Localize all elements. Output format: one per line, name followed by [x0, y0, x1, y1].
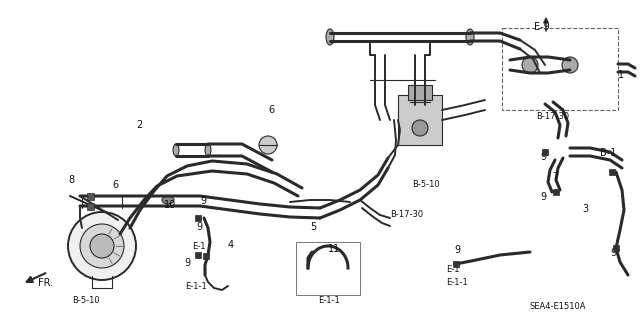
Text: B-5-10: B-5-10 [412, 180, 440, 189]
Bar [408, 85, 432, 100]
Ellipse shape [205, 144, 211, 156]
Text: 9: 9 [196, 222, 202, 232]
Text: 11: 11 [328, 244, 340, 254]
Bar [86, 192, 93, 199]
Text: E-1-1: E-1-1 [318, 296, 340, 305]
Bar [542, 149, 548, 155]
Text: FR.: FR. [38, 278, 53, 288]
Text: 3: 3 [582, 204, 588, 214]
Text: 9: 9 [610, 248, 616, 258]
Text: 9: 9 [540, 152, 546, 162]
Bar [453, 261, 459, 267]
Text: B-17-30: B-17-30 [390, 210, 423, 219]
Text: B-5-10: B-5-10 [72, 296, 100, 305]
Bar [553, 189, 559, 195]
Text: 9: 9 [184, 258, 190, 268]
Text: E-9: E-9 [534, 22, 550, 32]
Text: 6: 6 [112, 180, 118, 190]
Text: B-17-30: B-17-30 [536, 112, 569, 121]
Ellipse shape [162, 196, 174, 204]
Text: 9: 9 [454, 245, 460, 255]
Text: B-1: B-1 [600, 148, 616, 158]
Bar [195, 252, 201, 258]
Text: 1: 1 [618, 70, 624, 80]
Text: 9: 9 [200, 196, 206, 206]
Text: E-1-1: E-1-1 [185, 282, 207, 291]
Circle shape [80, 224, 124, 268]
Circle shape [259, 136, 277, 154]
Ellipse shape [173, 144, 179, 156]
Circle shape [90, 234, 114, 258]
Bar [613, 245, 619, 251]
Text: 9: 9 [540, 192, 546, 202]
Text: 2: 2 [136, 120, 142, 130]
Text: 8: 8 [68, 175, 74, 185]
Text: 7: 7 [552, 172, 558, 182]
Bar [296, 242, 360, 295]
Text: 6: 6 [268, 105, 274, 115]
Bar [86, 203, 93, 210]
Text: E-1: E-1 [192, 242, 205, 251]
Text: SEA4-E1510A: SEA4-E1510A [530, 302, 586, 311]
Circle shape [412, 120, 428, 136]
Bar [398, 95, 442, 145]
Bar [502, 28, 618, 110]
Ellipse shape [466, 29, 474, 45]
Text: 4: 4 [228, 240, 234, 250]
Bar [609, 169, 615, 175]
Circle shape [68, 212, 136, 280]
Bar [195, 215, 201, 221]
Bar [203, 253, 209, 259]
Circle shape [522, 57, 538, 73]
Ellipse shape [326, 29, 334, 45]
Text: E-1: E-1 [446, 265, 460, 274]
Text: 10: 10 [164, 200, 176, 210]
Text: E-1-1: E-1-1 [446, 278, 468, 287]
Circle shape [562, 57, 578, 73]
Text: 5: 5 [310, 222, 316, 232]
